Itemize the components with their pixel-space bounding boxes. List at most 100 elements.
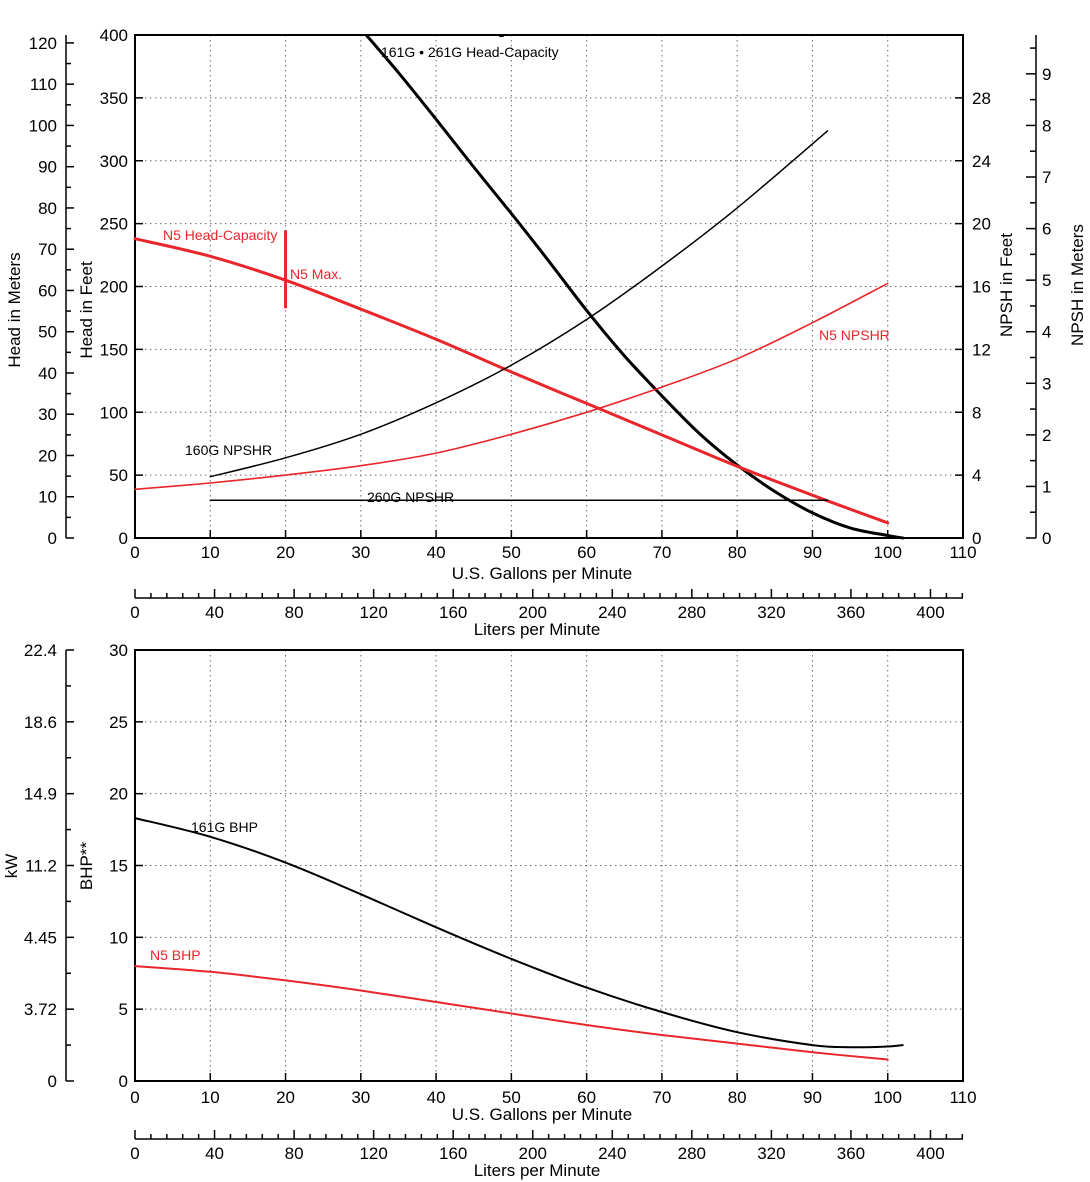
head-meters-tick-label: 30	[38, 405, 57, 424]
lpm-tick-label-bottom: 280	[678, 1144, 706, 1163]
npsh-feet-tick-label: 8	[972, 403, 981, 422]
bhp-tick-label: 30	[109, 641, 128, 660]
kw-axis-title: kW	[2, 854, 21, 879]
gpm-axis-title-top: U.S. Gallons per Minute	[452, 564, 632, 583]
power-plot-frame	[134, 649, 964, 1082]
npsh-meters-tick-label: 5	[1042, 271, 1051, 290]
gpm-tick-label: 10	[201, 543, 220, 562]
power-axes: 0 10 20 30 40 50 60 70 80 90 100 110 0 5 10 15 20 25 30 0 3.…	[24, 641, 977, 1163]
gpm-tick-label: 90	[803, 543, 822, 562]
series-line-161g-261g-head-capacity	[359, 27, 905, 540]
gpm-tick-label: 90	[803, 1088, 822, 1107]
gpm-tick-label: 110	[949, 543, 976, 562]
lpm-tick-label-bottom: 360	[837, 1144, 865, 1163]
npsh-meters-tick-label: 0	[1042, 529, 1051, 548]
power-series	[134, 817, 904, 1061]
series-line-n5-npshr	[134, 282, 889, 491]
lpm-tick-label-top: 0	[130, 603, 139, 622]
lpm-tick-label-top: 40	[205, 603, 224, 622]
series-label-n5-npshr: N5 NPSHR	[819, 327, 890, 343]
head-feet-tick-label: 0	[119, 529, 128, 548]
head-feet-tick-label: 300	[100, 152, 128, 171]
head-feet-tick-label: 350	[100, 89, 128, 108]
kw-tick-label: 3.72	[24, 1000, 57, 1019]
kw-tick-label: 11.2	[25, 857, 57, 876]
head-feet-tick-label: 50	[109, 466, 128, 485]
head-feet-tick-label: 100	[100, 403, 128, 422]
head-meters-tick-label: 60	[38, 281, 57, 300]
npsh-feet-tick-label: 28	[972, 89, 991, 108]
gpm-tick-label: 70	[652, 1088, 671, 1107]
npsh-meters-tick-label: 2	[1042, 426, 1051, 445]
lpm-tick-label-top: 80	[285, 603, 304, 622]
gpm-tick-label: 30	[351, 543, 370, 562]
head-meters-tick-label: 80	[38, 199, 57, 218]
series-label-n5-bhp: N5 BHP	[150, 947, 201, 963]
lpm-tick-label-top: 200	[519, 603, 547, 622]
head-feet-axis-title: Head in Feet	[77, 261, 96, 359]
head-feet-tick-label: 400	[100, 26, 128, 45]
head-meters-tick-label: 50	[38, 323, 57, 342]
npsh-meters-tick-label: 8	[1042, 116, 1051, 135]
power-panel: 0 10 20 30 40 50 60 70 80 90 100 110 0 5 10 15 20 25 30 0 3.…	[2, 641, 977, 1180]
lpm-tick-label-bottom: 320	[757, 1144, 785, 1163]
series-label-260g-npshr: 260G NPSHR	[367, 489, 454, 505]
series-line-161g-bhp	[134, 817, 904, 1049]
head-feet-tick-label: 200	[100, 278, 128, 297]
gpm-tick-label: 20	[276, 543, 295, 562]
lpm-tick-label-top: 120	[359, 603, 387, 622]
lpm-tick-label-bottom: 0	[130, 1144, 139, 1163]
kw-tick-label: 14.9	[24, 785, 57, 804]
lpm-tick-label-top: 360	[837, 603, 865, 622]
gpm-tick-label: 80	[728, 543, 747, 562]
npsh-meters-tick-label: 9	[1042, 65, 1051, 84]
head-meters-tick-label: 40	[38, 364, 57, 383]
head-npsh-axes: 0 10 20 30 40 50 60 70 80 90 100 110050100150200250…	[29, 26, 1052, 622]
series-label-160g-npshr: 160G NPSHR	[185, 442, 272, 458]
head-npsh-gridlines	[135, 35, 963, 538]
kw-tick-label: 0	[48, 1072, 57, 1091]
lpm-tick-label-top: 160	[439, 603, 467, 622]
bhp-tick-label: 5	[119, 1000, 128, 1019]
head-meters-axis-title: Head in Meters	[5, 252, 24, 367]
head-npsh-plot-frame	[134, 34, 964, 539]
npsh-feet-tick-label: 16	[972, 278, 991, 297]
lpm-tick-label-bottom: 240	[598, 1144, 626, 1163]
lpm-tick-label-bottom: 160	[439, 1144, 467, 1163]
npsh-feet-tick-label: 4	[972, 466, 981, 485]
head-npsh-panel: 0 10 20 30 40 50 60 70 80 90 100 110050100150200250…	[5, 0, 1087, 639]
lpm-tick-label-top: 320	[757, 603, 785, 622]
chart-title: 161G & 261G* to N5 Comparison	[137, 0, 606, 37]
gpm-tick-label: 80	[728, 1088, 747, 1107]
head-meters-tick-label: 110	[30, 75, 57, 94]
lpm-axis-title-top: Liters per Minute	[474, 620, 601, 639]
head-meters-tick-label: 0	[48, 529, 57, 548]
gpm-tick-label: 30	[351, 1088, 370, 1107]
power-gridlines	[135, 650, 963, 1081]
gpm-tick-label: 40	[427, 543, 446, 562]
gpm-tick-label: 60	[577, 1088, 596, 1107]
gpm-tick-label: 20	[276, 1088, 295, 1107]
kw-tick-label: 4.45	[24, 928, 57, 947]
gpm-tick-label: 70	[652, 543, 671, 562]
gpm-tick-label: 40	[427, 1088, 446, 1107]
gpm-tick-label: 10	[201, 1088, 220, 1107]
npsh-feet-tick-label: 0	[972, 529, 981, 548]
bhp-tick-label: 10	[109, 928, 128, 947]
head-feet-tick-label: 250	[100, 215, 128, 234]
npsh-meters-tick-label: 6	[1042, 220, 1051, 239]
head-feet-tick-label: 150	[100, 340, 128, 359]
bhp-tick-label: 25	[109, 713, 128, 732]
npsh-meters-tick-label: 4	[1042, 323, 1051, 342]
head-meters-tick-label: 70	[38, 240, 57, 259]
npsh-feet-axis-title: NPSH in Feet	[997, 233, 1016, 337]
gpm-axis-title-bottom: U.S. Gallons per Minute	[452, 1105, 632, 1124]
head-meters-tick-label: 100	[29, 116, 57, 135]
rpm-label: 1750 RPM	[817, 0, 962, 37]
series-line-160g-npshr	[209, 130, 829, 478]
npsh-meters-tick-label: 1	[1042, 477, 1051, 496]
gpm-tick-label: 50	[502, 1088, 521, 1107]
series-label-161g-bhp: 161G BHP	[191, 819, 258, 835]
lpm-axis-title-bottom: Liters per Minute	[474, 1161, 601, 1180]
